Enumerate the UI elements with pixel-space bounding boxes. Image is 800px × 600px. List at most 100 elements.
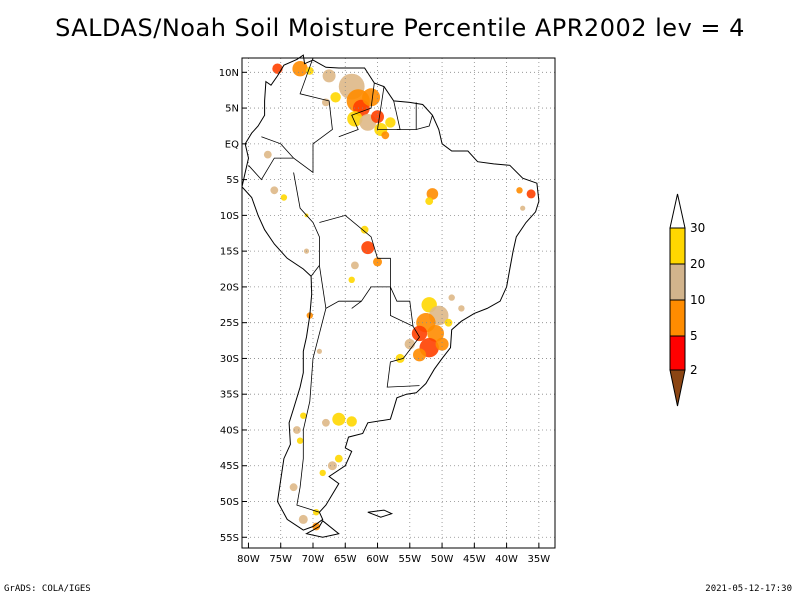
percentile-patch-moderate xyxy=(270,186,279,195)
map-frame xyxy=(241,57,556,549)
percentile-patch-abnormal xyxy=(395,353,405,363)
colorbar-legend: 2 5 10 20 30 xyxy=(669,193,705,407)
percentile-patch-abnormal xyxy=(280,194,288,201)
border-line xyxy=(261,57,333,174)
lon-tick-label: 80W xyxy=(237,554,260,565)
longitude-labels: 80W 75W 70W 65W 60W 55W 50W 45W 40W 35W xyxy=(237,554,550,565)
lat-tick-label: 45S xyxy=(220,461,239,472)
border-line xyxy=(377,86,401,130)
chart-title: SALDAS/Noah Soil Moisture Percentile APR… xyxy=(55,14,745,42)
percentile-patch-dry xyxy=(362,88,381,107)
footer-timestamp: 2021-05-12-17:30 xyxy=(705,584,792,594)
lon-tick-label: 75W xyxy=(269,554,292,565)
border-line xyxy=(296,308,327,513)
border-line xyxy=(416,115,433,130)
percentile-patch-abnormal xyxy=(319,469,326,477)
lat-tick-label: 50S xyxy=(220,497,239,508)
percentile-patch-dry xyxy=(426,188,439,200)
percentile-patch-moderate xyxy=(448,294,455,301)
lat-tick-label: 35S xyxy=(220,390,239,401)
lat-tick-label: 15S xyxy=(220,247,239,258)
percentile-patch-moderate xyxy=(404,338,415,350)
lat-tick-label: 40S xyxy=(220,425,239,436)
percentile-patch-abnormal xyxy=(300,412,307,419)
border-line xyxy=(351,300,362,309)
percentile-patch-dry xyxy=(292,60,308,77)
lat-tick-label: 55S xyxy=(220,533,239,544)
legend-label: 10 xyxy=(690,293,705,307)
lon-tick-label: 35W xyxy=(528,554,551,565)
lon-tick-label: 55W xyxy=(398,554,421,565)
coastline xyxy=(241,54,540,538)
percentile-patch-dry xyxy=(373,257,382,267)
percentile-patch-dry-very xyxy=(371,110,384,124)
legend-label: 20 xyxy=(690,257,705,271)
percentile-patch-dry xyxy=(427,325,444,342)
percentile-patch-moderate xyxy=(289,483,298,492)
percentile-patch-moderate xyxy=(316,348,322,354)
legend-swatch-above-30 xyxy=(669,193,686,229)
lon-tick-label: 50W xyxy=(431,554,454,565)
percentile-patch-abnormal xyxy=(346,416,357,427)
border-line xyxy=(248,157,294,181)
lat-tick-label: 5N xyxy=(225,104,239,115)
percentile-patch-moderate xyxy=(520,205,526,211)
percentile-patch-moderate xyxy=(322,418,330,427)
percentile-patch-dry xyxy=(312,522,321,531)
border-line xyxy=(390,286,414,327)
border-line xyxy=(293,172,320,277)
legend-swatch-10-20 xyxy=(669,263,686,301)
percentile-patch-abnormal xyxy=(330,92,341,103)
tierra-del-fuego-outline xyxy=(305,520,340,538)
lon-tick-label: 40W xyxy=(495,554,518,565)
percentile-patch-moderate xyxy=(293,426,301,434)
border-line xyxy=(396,102,417,130)
lon-tick-label: 65W xyxy=(334,554,357,565)
percentile-patch-moderate xyxy=(351,261,359,270)
percentile-patch-dry-very xyxy=(361,241,375,255)
percentile-patch-abnormal xyxy=(385,117,396,128)
lat-tick-label: 25S xyxy=(220,318,239,329)
map-gridlines xyxy=(242,58,555,548)
percentile-patch-moderate xyxy=(322,69,336,83)
legend-swatch-2-5 xyxy=(669,335,686,371)
coastline-path xyxy=(241,54,540,531)
percentile-patch-abnormal xyxy=(360,225,369,234)
percentile-patch-abnormal xyxy=(347,111,363,127)
percentile-shading xyxy=(263,60,536,531)
percentile-patch-abnormal xyxy=(296,437,304,444)
lat-tick-label: 30S xyxy=(220,354,239,365)
falklands-outline xyxy=(367,509,394,518)
legend-label: 30 xyxy=(690,221,705,235)
legend-swatch-5-10 xyxy=(669,299,686,337)
percentile-patch-dry xyxy=(435,337,449,351)
lat-tick-label: 10N xyxy=(219,68,239,79)
latitude-labels: 10N 5N EQ 5S 10S 15S 20S 25S 30S 35S 40S 45S 50S 55S xyxy=(219,68,239,544)
legend-label: 2 xyxy=(690,363,698,377)
lat-tick-label: 5S xyxy=(226,175,239,186)
percentile-patch-moderate xyxy=(327,461,337,471)
percentile-patch-dry-very xyxy=(272,63,283,74)
country-borders xyxy=(248,57,433,513)
border-line xyxy=(338,82,375,138)
border-line xyxy=(386,325,420,388)
percentile-patch-abnormal xyxy=(332,412,346,426)
percentile-patch-dry xyxy=(381,131,390,140)
percentile-patch-dry-very xyxy=(526,189,536,199)
percentile-patch-dry xyxy=(516,187,523,194)
percentile-patch-abnormal xyxy=(444,318,453,327)
lat-tick-label: 20S xyxy=(220,282,239,293)
footer-credit: GrADS: COLA/IGES xyxy=(4,584,91,594)
legend-label: 5 xyxy=(690,329,698,343)
percentile-patch-moderate xyxy=(298,514,308,524)
percentile-patch-abnormal xyxy=(348,276,355,283)
lon-tick-label: 60W xyxy=(366,554,389,565)
lon-tick-label: 45W xyxy=(463,554,486,565)
lat-tick-label: EQ xyxy=(225,139,239,150)
percentile-patch-moderate xyxy=(263,150,272,159)
percentile-patch-moderate xyxy=(458,305,465,312)
percentile-patch-abnormal xyxy=(334,454,343,463)
percentile-patch-abnormal xyxy=(425,197,434,206)
percentile-patch-dry xyxy=(413,348,426,362)
percentile-patch-dry-very xyxy=(411,325,428,342)
